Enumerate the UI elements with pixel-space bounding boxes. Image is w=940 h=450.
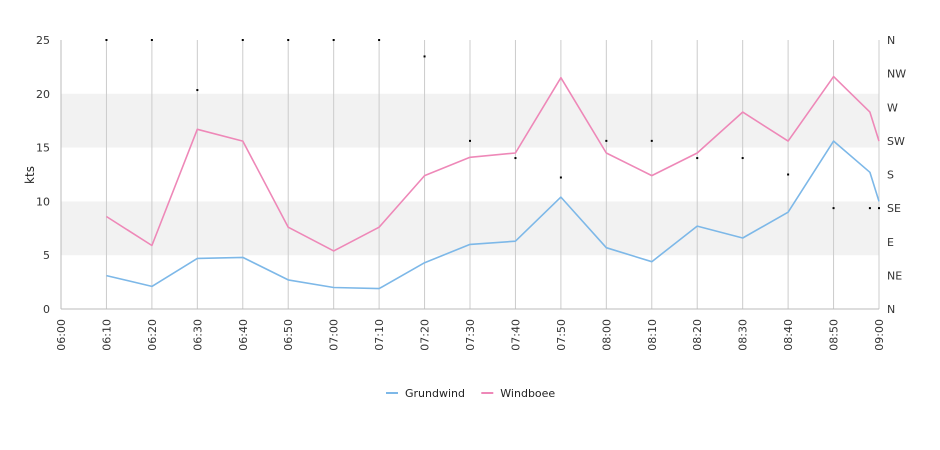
x-tick-label: 08:40 <box>782 319 795 351</box>
direction-tick-label: NE <box>887 269 902 282</box>
direction-tick-label: S <box>887 169 894 182</box>
x-tick-label: 06:30 <box>191 319 204 351</box>
x-tick-label: 08:50 <box>828 319 841 351</box>
legend-label-grundwind: Grundwind <box>405 387 465 400</box>
direction-point <box>868 207 871 210</box>
tick-labels: 0 5 10 15 20 25 06:00 06:10 06:20 06:30 06:40 06:50… <box>36 34 906 351</box>
y-tick-label: 5 <box>43 249 50 262</box>
direction-point <box>287 39 290 41</box>
y-axis-label: kts <box>23 166 37 184</box>
direction-point <box>378 39 381 41</box>
x-tick-label: 07:50 <box>555 319 568 351</box>
x-tick-label: 07:30 <box>464 319 477 351</box>
direction-tick-label: SW <box>887 135 905 148</box>
x-tick-label: 09:00 <box>873 319 886 351</box>
direction-point <box>423 55 426 58</box>
direction-tick-label: NW <box>887 68 906 81</box>
x-tick-label: 08:00 <box>600 319 613 351</box>
direction-tick-label: N <box>887 34 895 47</box>
y-tick-label: 15 <box>36 142 50 155</box>
x-tick-label: 06:20 <box>146 319 159 351</box>
vertical-grid <box>60 40 880 309</box>
series-line-windboee <box>105 75 880 252</box>
x-tick-label: 06:50 <box>282 319 295 351</box>
legend: Grundwind Windboee <box>386 387 555 400</box>
x-tick-label: 06:10 <box>100 319 113 351</box>
y-tick-label: 25 <box>36 34 50 47</box>
direction-point <box>650 139 653 142</box>
direction-point <box>514 157 517 160</box>
y-tick-label: 0 <box>43 303 50 316</box>
direction-point <box>559 176 562 179</box>
series-line-grundwind <box>106 140 880 290</box>
axes <box>60 40 879 310</box>
direction-point <box>469 139 471 142</box>
direction-point <box>832 207 835 210</box>
x-tick-label: 07:00 <box>328 319 341 351</box>
direction-point <box>605 139 608 142</box>
direction-point <box>241 39 244 41</box>
x-tick-label: 08:10 <box>646 319 659 351</box>
x-tick-label: 07:40 <box>509 319 522 351</box>
x-tick-label: 07:10 <box>373 319 386 351</box>
direction-point <box>878 207 880 210</box>
direction-point <box>787 173 790 176</box>
series-layer <box>105 75 880 290</box>
direction-points <box>105 39 880 210</box>
direction-tick-label: N <box>887 303 895 316</box>
x-tick-label: 06:00 <box>55 319 68 351</box>
direction-point <box>696 157 699 160</box>
direction-tick-label: E <box>887 236 894 249</box>
x-tick-label: 08:20 <box>691 319 704 351</box>
x-tick-label: 06:40 <box>237 319 250 351</box>
x-tick-label: 07:20 <box>419 319 432 351</box>
y-tick-label: 20 <box>36 88 50 101</box>
direction-point <box>332 39 335 41</box>
direction-point <box>741 157 744 160</box>
direction-point <box>196 89 199 92</box>
direction-point <box>105 39 108 41</box>
direction-tick-label: SE <box>887 202 901 215</box>
x-tick-label: 08:30 <box>737 319 750 351</box>
legend-label-windboee: Windboee <box>500 387 555 400</box>
y-tick-label: 10 <box>36 195 50 208</box>
direction-tick-label: W <box>887 101 898 114</box>
direction-point <box>150 39 153 41</box>
